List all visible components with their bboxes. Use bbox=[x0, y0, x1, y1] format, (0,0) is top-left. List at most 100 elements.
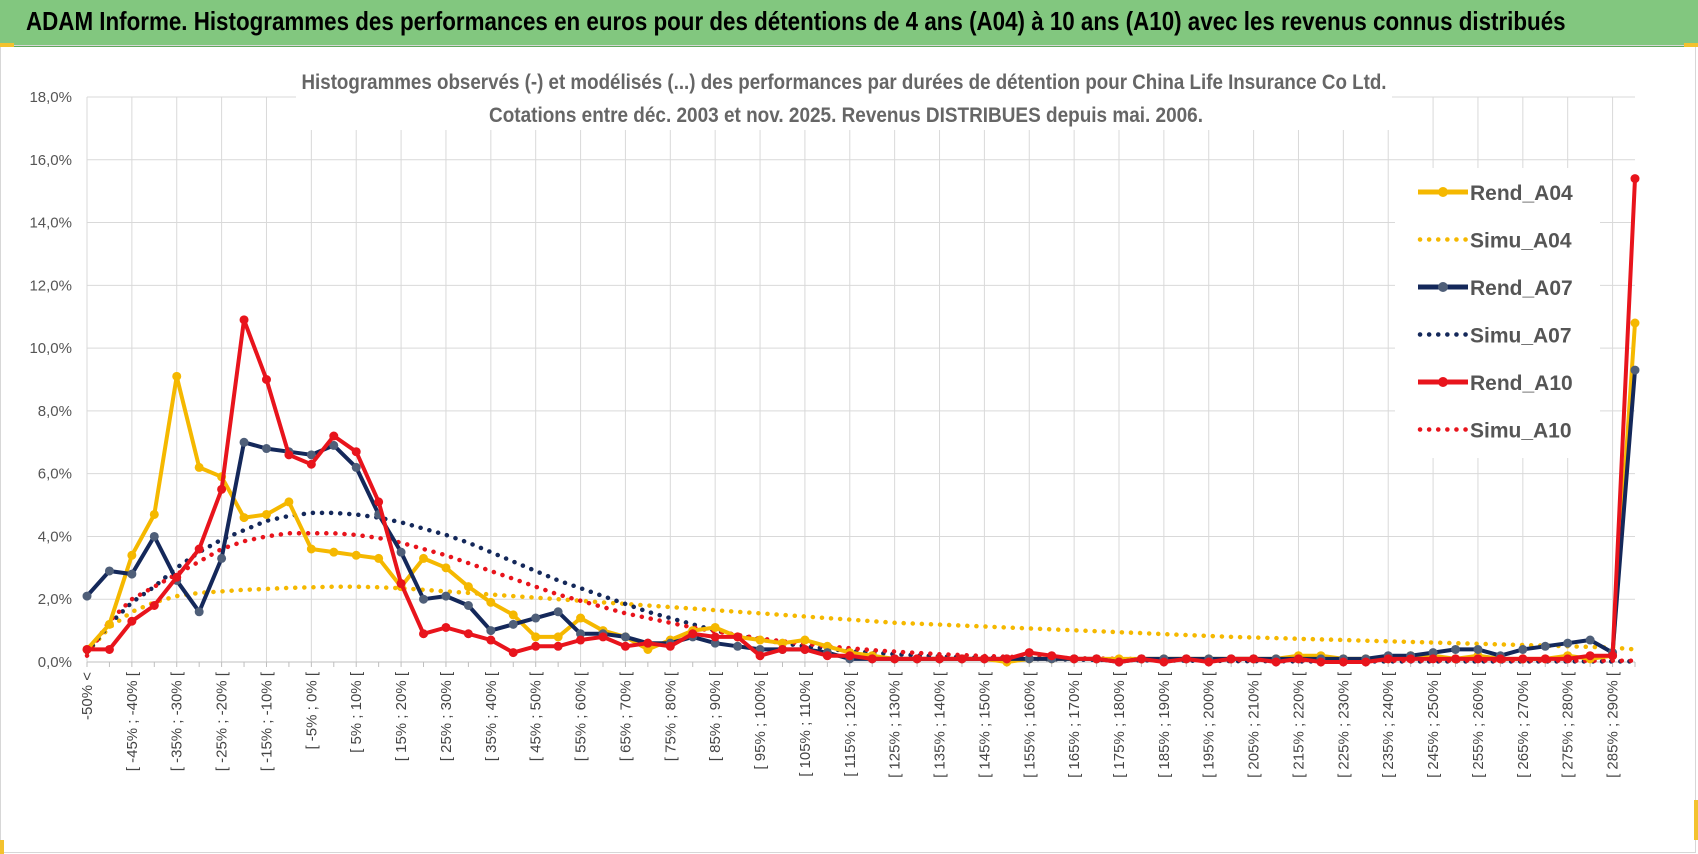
data-point bbox=[172, 371, 182, 381]
legend-marker bbox=[1438, 282, 1448, 292]
data-point bbox=[1518, 654, 1528, 664]
data-point bbox=[508, 610, 518, 620]
data-point bbox=[598, 632, 608, 642]
x-category-label: [ 15% ; 20% [ bbox=[393, 671, 410, 761]
data-point bbox=[149, 601, 159, 610]
x-category-label: [ 175% ; 180% [ bbox=[1111, 671, 1128, 778]
data-point bbox=[1092, 654, 1102, 664]
data-point bbox=[172, 572, 182, 582]
x-category-label: [ 95% ; 100% [ bbox=[752, 671, 769, 769]
data-point bbox=[261, 509, 271, 519]
data-point bbox=[261, 375, 271, 384]
data-point bbox=[912, 654, 922, 664]
series-line bbox=[84, 584, 1638, 655]
data-point bbox=[1451, 654, 1461, 664]
legend-label: Simu_A10 bbox=[1470, 420, 1572, 443]
data-point bbox=[1540, 641, 1550, 651]
legend-label: Simu_A07 bbox=[1470, 325, 1572, 348]
data-point bbox=[1630, 174, 1640, 184]
x-category-label: [ 225% ; 230% [ bbox=[1335, 671, 1352, 778]
data-point bbox=[486, 635, 496, 645]
y-tick-label: 14,0% bbox=[29, 215, 72, 232]
data-point bbox=[710, 632, 720, 642]
x-category-label: [ 265% ; 270% [ bbox=[1515, 671, 1532, 778]
data-point bbox=[329, 431, 339, 441]
x-category-label: [ 125% ; 130% [ bbox=[887, 671, 904, 778]
data-point bbox=[127, 550, 137, 560]
series-lines bbox=[82, 174, 1640, 667]
data-point bbox=[1293, 654, 1303, 664]
data-point bbox=[239, 315, 249, 325]
x-category-label: [ 145% ; 150% [ bbox=[976, 671, 993, 778]
x-category-label: [ 65% ; 70% [ bbox=[617, 671, 634, 761]
x-category-label: [ 285% ; 290% [ bbox=[1605, 671, 1622, 778]
x-category-label: [ 85% ; 90% [ bbox=[707, 671, 724, 761]
data-point bbox=[1540, 654, 1550, 664]
data-point bbox=[194, 462, 204, 472]
axes: 0,0% 2,0% 4,0% 6,0% 8,0% 10,0% 12,0% 14,0% 16,0%… bbox=[29, 89, 1636, 778]
data-point bbox=[979, 654, 989, 664]
y-tick-label: 8,0% bbox=[38, 403, 72, 420]
data-point bbox=[82, 644, 92, 654]
data-point bbox=[1406, 654, 1416, 664]
x-category-label: [ -5% ; 0% [ bbox=[303, 671, 320, 749]
data-point bbox=[329, 440, 339, 450]
data-point bbox=[104, 644, 114, 654]
report-title: ADAM Informe. Histogrammes des performan… bbox=[26, 6, 1566, 36]
data-point bbox=[1338, 657, 1348, 667]
data-point bbox=[1585, 651, 1595, 661]
data-point bbox=[239, 437, 249, 447]
data-point bbox=[1181, 654, 1191, 664]
data-point bbox=[508, 648, 518, 658]
legend-marker bbox=[1438, 187, 1448, 197]
data-point bbox=[463, 582, 473, 592]
legend-box bbox=[1395, 168, 1600, 458]
x-category-label: -50% < bbox=[79, 672, 96, 720]
data-point bbox=[1608, 651, 1618, 661]
chart-title-block: Histogrammes observés (-) et modélisés (… bbox=[296, 62, 1392, 130]
x-category-label: [ 155% ; 160% [ bbox=[1021, 671, 1038, 778]
legend-entry: Simu_A07 bbox=[1417, 325, 1572, 348]
data-point bbox=[620, 641, 630, 651]
x-category-label: [ 235% ; 240% [ bbox=[1380, 671, 1397, 778]
y-tick-label: 10,0% bbox=[29, 340, 72, 357]
data-point bbox=[1495, 654, 1505, 664]
data-point bbox=[396, 547, 406, 557]
data-point bbox=[1585, 635, 1595, 645]
y-tick-label: 18,0% bbox=[29, 89, 72, 106]
data-point bbox=[441, 591, 451, 601]
data-point bbox=[1159, 657, 1169, 667]
data-point bbox=[643, 638, 653, 648]
data-point bbox=[239, 513, 249, 523]
x-category-label: [ 105% ; 110% [ bbox=[797, 671, 814, 777]
data-point bbox=[329, 547, 339, 557]
data-point bbox=[755, 635, 765, 645]
y-tick-label: 16,0% bbox=[29, 152, 72, 169]
x-category-label: [ 75% ; 80% [ bbox=[662, 671, 679, 761]
data-point bbox=[665, 641, 675, 651]
legend-label: Simu_A04 bbox=[1470, 230, 1572, 253]
series-rend-a10 bbox=[82, 174, 1640, 667]
legend-entry: Simu_A10 bbox=[1417, 420, 1572, 443]
data-point bbox=[777, 644, 787, 654]
data-point bbox=[710, 622, 720, 632]
data-point bbox=[1114, 657, 1124, 667]
frame-corner-top-left bbox=[0, 43, 14, 47]
data-point bbox=[1383, 654, 1393, 664]
data-point bbox=[688, 629, 698, 639]
series-line bbox=[87, 178, 1637, 664]
y-tick-label: 2,0% bbox=[38, 591, 72, 608]
data-point bbox=[1024, 648, 1034, 658]
data-point bbox=[553, 607, 563, 617]
data-point bbox=[531, 641, 541, 651]
x-category-label: [ -45% ; -40% [ bbox=[124, 671, 141, 771]
chart-title-line-2: Cotations entre déc. 2003 et nov. 2025. … bbox=[489, 104, 1203, 127]
data-point bbox=[553, 641, 563, 651]
data-point bbox=[149, 531, 159, 541]
data-point bbox=[1204, 657, 1214, 667]
y-tick-label: 4,0% bbox=[38, 528, 72, 545]
legend-label: Rend_A04 bbox=[1470, 182, 1573, 205]
data-point bbox=[374, 553, 384, 563]
data-point bbox=[1069, 654, 1079, 664]
data-point bbox=[104, 619, 114, 629]
